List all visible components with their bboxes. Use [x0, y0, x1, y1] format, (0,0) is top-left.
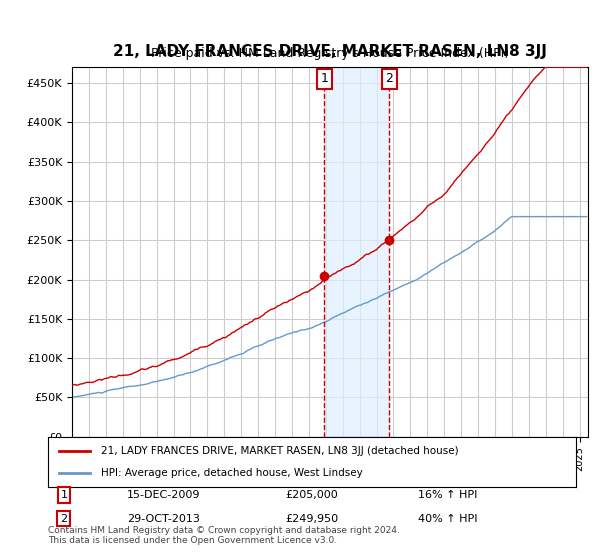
Text: 2: 2	[385, 72, 393, 86]
Text: Price paid vs. HM Land Registry's House Price Index (HPI): Price paid vs. HM Land Registry's House …	[151, 47, 509, 60]
Text: 16% ↑ HPI: 16% ↑ HPI	[418, 490, 477, 500]
Text: 21, LADY FRANCES DRIVE, MARKET RASEN, LN8 3JJ (detached house): 21, LADY FRANCES DRIVE, MARKET RASEN, LN…	[101, 446, 458, 456]
Text: £205,000: £205,000	[286, 490, 338, 500]
Text: 1: 1	[61, 490, 67, 500]
Text: 2: 2	[60, 514, 67, 524]
Text: 40% ↑ HPI: 40% ↑ HPI	[418, 514, 477, 524]
Text: 15-DEC-2009: 15-DEC-2009	[127, 490, 200, 500]
Text: Contains HM Land Registry data © Crown copyright and database right 2024.
This d: Contains HM Land Registry data © Crown c…	[48, 526, 400, 545]
Bar	[325, 67, 389, 437]
Text: 29-OCT-2013: 29-OCT-2013	[127, 514, 200, 524]
Text: 1: 1	[320, 72, 328, 86]
Text: £249,950: £249,950	[286, 514, 339, 524]
Text: HPI: Average price, detached house, West Lindsey: HPI: Average price, detached house, West…	[101, 468, 362, 478]
Title: 21, LADY FRANCES DRIVE, MARKET RASEN, LN8 3JJ: 21, LADY FRANCES DRIVE, MARKET RASEN, LN…	[113, 44, 547, 59]
